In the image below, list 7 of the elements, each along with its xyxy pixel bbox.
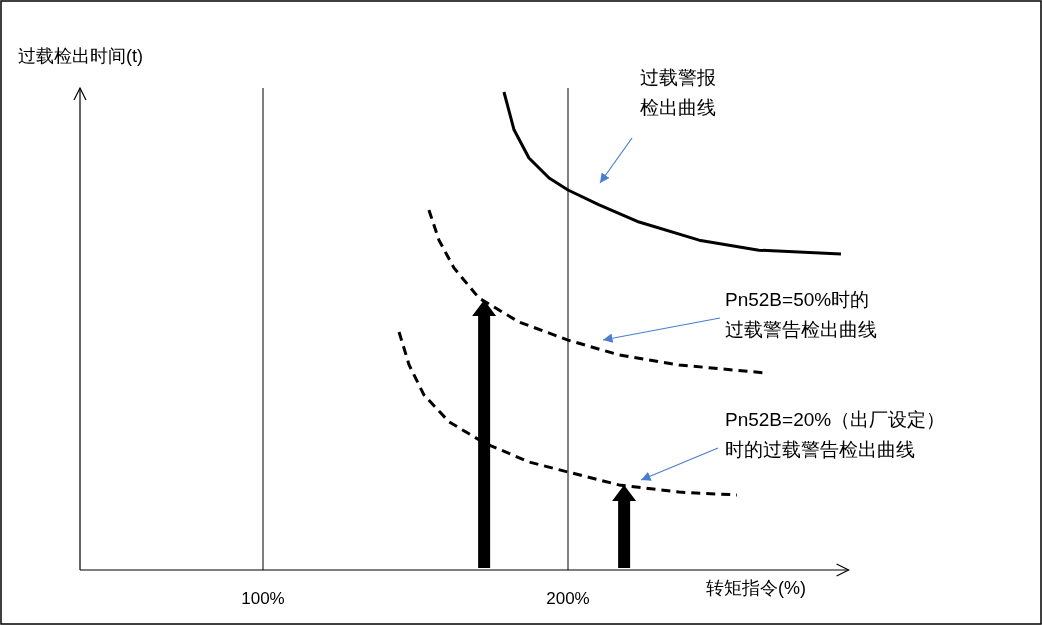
y-axis-title: 过载检出时间(t) xyxy=(18,46,143,66)
x-tick-label: 200% xyxy=(546,589,590,608)
annotation: Pn52B=20%（出厂设定）时的过载警告检出曲线 xyxy=(725,409,946,460)
annotation: Pn52B=50%时的过载警告检出曲线 xyxy=(725,289,877,340)
annotation: 过载警报检出曲线 xyxy=(640,67,716,118)
x-axis-title: 转矩指令(%) xyxy=(706,578,806,598)
x-tick-label: 100% xyxy=(241,589,285,608)
